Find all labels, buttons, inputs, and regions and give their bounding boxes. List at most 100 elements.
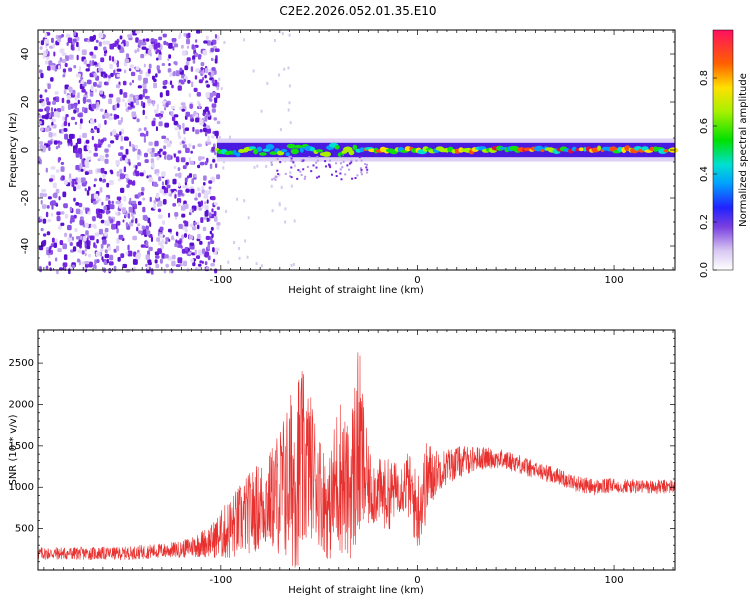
signal-tail-cell [296, 177, 299, 180]
noise-cell [191, 81, 194, 88]
signal-tail-cell [339, 168, 342, 171]
noise-cell [132, 207, 135, 213]
noise-cell [162, 199, 167, 205]
noise-cell [50, 77, 54, 82]
noise-cell [214, 34, 217, 39]
noise-cell [144, 216, 148, 222]
noise-cell [168, 212, 171, 218]
noise-cell [190, 66, 194, 72]
noise-cell [213, 202, 218, 206]
noise-cell [130, 101, 134, 108]
noise-cell [123, 92, 128, 98]
noise-cell [150, 236, 153, 242]
noise-cell [97, 143, 102, 148]
noise-cell [81, 250, 85, 255]
noise-cell [216, 206, 220, 210]
noise-cell [45, 211, 49, 218]
noise-cell [199, 162, 205, 166]
noise-cell [59, 141, 63, 145]
snr-x-ticks: -100 0 100 [43, 330, 674, 586]
noise-cell [153, 183, 159, 187]
signal-blob [578, 147, 585, 152]
noise-cell [202, 248, 206, 254]
noise-cell [196, 92, 201, 97]
noise-cell [202, 76, 205, 81]
noise-cell [202, 226, 207, 232]
noise-cell [94, 145, 98, 152]
noise-cell [184, 233, 187, 238]
spectrogram-noise-cells [38, 30, 296, 275]
noise-cell [104, 81, 107, 86]
noise-cell [188, 234, 193, 240]
noise-cell [148, 44, 153, 50]
noise-cell [215, 163, 218, 168]
noise-cell [54, 91, 59, 95]
noise-cell [94, 244, 97, 249]
noise-cell [53, 192, 58, 199]
noise-cell [223, 41, 226, 44]
noise-cell [42, 218, 47, 224]
noise-cell [81, 158, 84, 165]
noise-cell [125, 174, 129, 179]
noise-cell [203, 123, 207, 127]
noise-cell [129, 93, 134, 98]
noise-cell [84, 252, 87, 257]
noise-cell [80, 80, 85, 84]
signal-tail-cell [290, 176, 293, 179]
noise-cell [92, 223, 96, 228]
noise-cell [135, 37, 139, 43]
noise-cell [92, 60, 95, 66]
noise-cell [174, 212, 179, 217]
noise-cell [75, 165, 81, 171]
noise-cell [73, 149, 78, 154]
snr-x-tick-label: 100 [605, 575, 624, 586]
noise-cell [163, 268, 167, 274]
noise-cell [200, 156, 205, 160]
noise-cell [98, 228, 103, 235]
noise-cell [144, 152, 148, 158]
noise-cell [146, 265, 150, 270]
noise-cell [222, 166, 225, 170]
noise-cell [84, 263, 89, 268]
noise-cell [96, 239, 99, 244]
noise-cell [117, 178, 121, 182]
noise-cell [52, 182, 57, 189]
noise-cell [203, 127, 207, 133]
noise-cell [203, 40, 208, 44]
noise-cell [146, 175, 149, 179]
noise-cell [94, 88, 97, 93]
noise-cell [135, 30, 141, 34]
noise-cell [270, 184, 273, 188]
noise-cell [86, 79, 92, 85]
noise-cell [88, 104, 92, 110]
noise-cell [141, 187, 145, 192]
noise-cell [147, 68, 151, 74]
noise-cell [123, 195, 127, 202]
noise-cell [60, 161, 65, 165]
noise-cell [177, 257, 183, 264]
noise-cell [86, 156, 92, 160]
noise-cell [60, 176, 63, 181]
spectrogram-y-ticks: -40 -20 0 20 40 [20, 29, 675, 271]
noise-cell [119, 157, 123, 162]
noise-cell [67, 37, 73, 44]
noise-cell [159, 92, 163, 98]
noise-cell [63, 128, 68, 132]
noise-cell [76, 107, 80, 113]
noise-cell [38, 157, 41, 164]
noise-cell [88, 253, 92, 258]
noise-cell [197, 224, 200, 230]
signal-tail-cell [329, 166, 332, 169]
noise-cell [70, 44, 74, 50]
noise-cell [132, 147, 136, 152]
noise-cell [283, 67, 286, 71]
noise-cell [164, 155, 167, 160]
noise-cell [200, 62, 205, 67]
noise-cell [47, 219, 52, 223]
noise-cell [183, 220, 187, 224]
noise-cell [173, 114, 179, 118]
noise-cell [102, 173, 106, 178]
noise-cell [181, 44, 184, 49]
noise-cell [273, 39, 276, 42]
